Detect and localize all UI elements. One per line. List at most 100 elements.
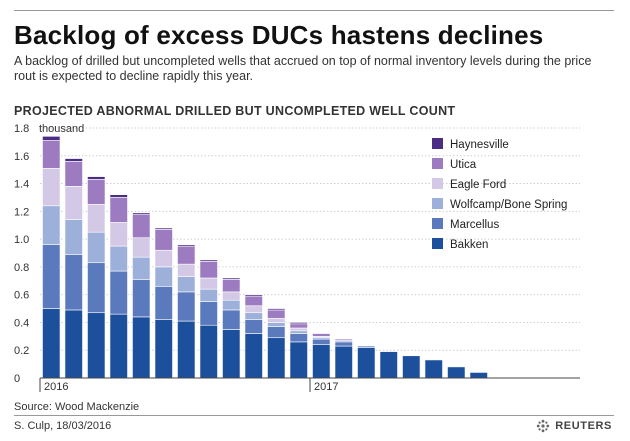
bar-segment-bakken xyxy=(199,324,218,379)
gridlines xyxy=(40,127,580,351)
bar-segment-haynesville xyxy=(267,308,286,311)
bar-segment-bakken xyxy=(64,309,83,379)
bar-segment-marcellus xyxy=(177,291,196,322)
bar-segment-eagle-ford xyxy=(42,167,61,207)
y-tick-label: 1.8 xyxy=(14,123,29,135)
bar-segment-marcellus xyxy=(64,254,83,311)
bar-segment-utica xyxy=(154,229,173,251)
bar-segment-marcellus xyxy=(267,326,286,339)
legend-swatch xyxy=(432,138,443,149)
legend-item: Wolfcamp/Bone Spring xyxy=(432,198,567,211)
bar-segment-marcellus xyxy=(334,341,353,347)
bar-segment-utica xyxy=(244,295,263,307)
legend-label: Haynesville xyxy=(450,139,509,151)
bar-segment-bakken xyxy=(289,341,308,379)
y-tick-label: 0.4 xyxy=(14,317,29,329)
bar-segment-haynesville xyxy=(244,294,263,297)
legend: Haynesville Utica Eagle Ford Wolfcamp/Bone … xyxy=(432,138,567,251)
legend-swatch xyxy=(432,158,443,169)
bar-segment-bakken xyxy=(424,359,443,379)
bar-segment-marcellus xyxy=(222,309,241,330)
bar-segment-eagle-ford xyxy=(289,327,308,332)
bar-segment-utica xyxy=(42,140,61,169)
x-period-label: 2016 xyxy=(44,381,68,393)
bar-segment-utica xyxy=(199,261,218,279)
reuters-dots-icon xyxy=(537,419,550,433)
legend-label: Utica xyxy=(450,159,477,171)
bar-segment-eagle-ford xyxy=(244,305,263,314)
legend-item: Haynesville xyxy=(432,138,509,151)
bar-segment-utica xyxy=(334,338,353,341)
bar-segment-eagle-ford xyxy=(177,263,196,277)
headline: Backlog of excess DUCs hastens declines xyxy=(14,20,544,50)
bar-segment-bakken xyxy=(402,355,421,379)
bar-segment-haynesville xyxy=(289,322,308,325)
bar-segment-utica xyxy=(222,279,241,293)
legend-label: Marcellus xyxy=(450,219,499,231)
bar-segment-wolfcamp-bone-spring xyxy=(199,288,218,302)
y-tick-label: 0.6 xyxy=(14,290,29,302)
bar-segment-haynesville xyxy=(154,227,173,230)
bar-segment-eagle-ford xyxy=(267,317,286,323)
legend-swatch xyxy=(432,178,443,189)
y-tick-label: 0 xyxy=(14,373,20,385)
top-rule xyxy=(14,10,614,11)
bar-segment-bakken xyxy=(42,308,61,379)
legend-item: Marcellus xyxy=(432,218,499,231)
bar-segment-bakken xyxy=(132,316,151,379)
bar-segment-eagle-ford xyxy=(132,237,151,258)
bar-segment-marcellus xyxy=(109,270,128,315)
brand-name: REUTERS xyxy=(555,420,612,432)
y-tick-label: 0.2 xyxy=(14,345,29,357)
bar-segment-wolfcamp-bone-spring xyxy=(244,312,263,320)
bar-segment-haynesville xyxy=(177,244,196,247)
bar-segment-utica xyxy=(87,179,106,205)
bar-segment-utica xyxy=(177,245,196,265)
bar-segment-marcellus xyxy=(42,244,61,309)
bar-segment-wolfcamp-bone-spring xyxy=(267,322,286,327)
bar-segment-haynesville xyxy=(132,212,151,215)
bar-segment-haynesville xyxy=(42,136,61,141)
bar-segment-marcellus xyxy=(199,301,218,326)
x-period-label: 2017 xyxy=(314,381,338,393)
bar-segment-bakken xyxy=(267,337,286,379)
bar-segment-bakken xyxy=(334,345,353,379)
source-note: Source: Wood Mackenzie xyxy=(14,401,140,413)
bar-segment-marcellus xyxy=(154,286,173,320)
x-axis: 2016 2017 xyxy=(39,377,580,393)
bar-segment-bakken xyxy=(177,320,196,379)
legend-label: Bakken xyxy=(450,239,488,251)
bar-segment-eagle-ford xyxy=(87,204,106,233)
credit-line: S. Culp, 18/03/2016 xyxy=(14,420,112,432)
bar-segment-bakken xyxy=(312,344,331,379)
legend-item: Eagle Ford xyxy=(432,178,506,191)
bar-segment-eagle-ford xyxy=(64,186,83,220)
bar-segment-marcellus xyxy=(289,333,308,343)
bar-segment-bakken xyxy=(244,333,263,379)
y-tick-label: 1.2 xyxy=(14,206,29,218)
bar-segment-eagle-ford xyxy=(109,222,128,247)
bar-segment-eagle-ford xyxy=(199,277,218,290)
bar-segment-wolfcamp-bone-spring xyxy=(154,266,173,287)
bar-segment-bakken xyxy=(469,372,488,379)
bar-segment-haynesville xyxy=(64,158,83,162)
bar-segment-utica xyxy=(64,161,83,187)
y-axis-unit: thousand xyxy=(39,123,84,135)
bar-segment-wolfcamp-bone-spring xyxy=(109,245,128,272)
bar-segment-bakken xyxy=(379,351,398,379)
legend-item: Utica xyxy=(432,158,477,171)
bar-segment-marcellus xyxy=(312,338,331,345)
legend-swatch xyxy=(432,218,443,229)
bar-segment-marcellus xyxy=(132,279,151,318)
bar-segment-marcellus xyxy=(87,262,106,314)
bar-segment-bakken xyxy=(87,312,106,379)
legend-label: Wolfcamp/Bone Spring xyxy=(450,199,567,211)
y-tick-label: 1.0 xyxy=(14,234,29,246)
bar-segment-haynesville xyxy=(199,259,218,262)
bar-segment-utica xyxy=(312,333,331,337)
reuters-logo: REUTERS xyxy=(535,418,612,434)
bottom-rule xyxy=(14,415,614,416)
y-tick-label: 1.4 xyxy=(14,179,29,191)
y-tick-label: 1.6 xyxy=(14,151,29,163)
